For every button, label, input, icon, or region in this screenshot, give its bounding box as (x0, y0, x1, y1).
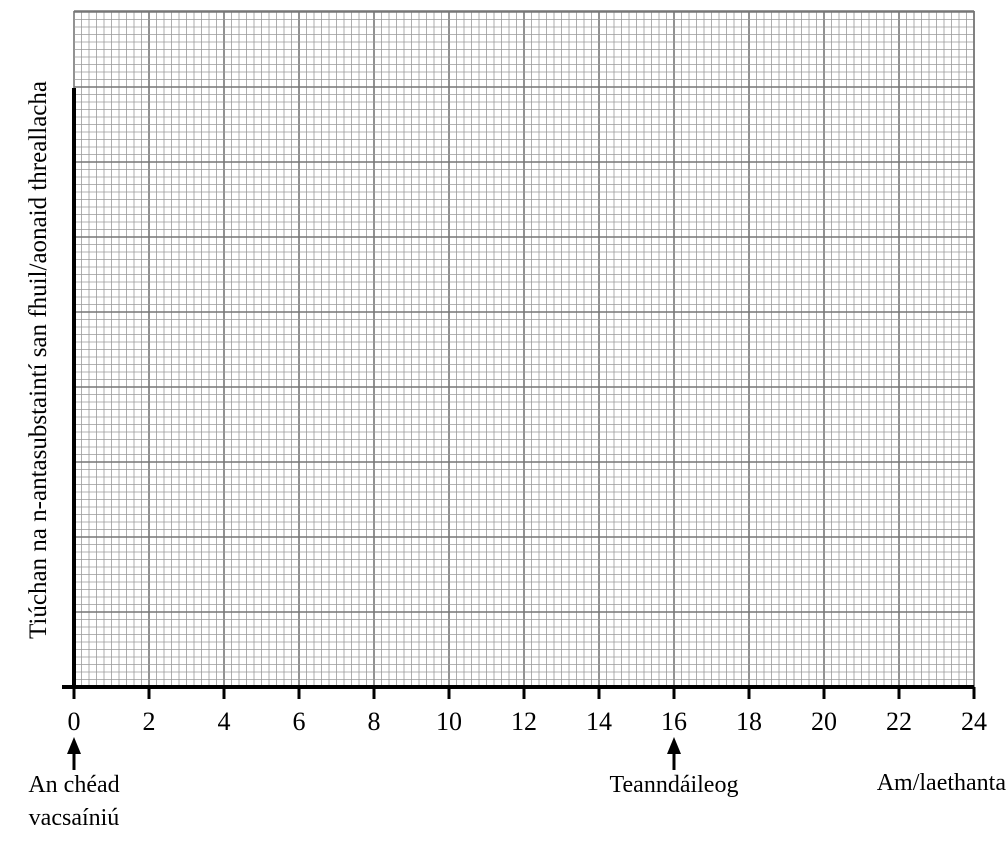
x-tick-label: 22 (886, 707, 912, 736)
x-tick-label: 14 (586, 707, 612, 736)
x-tick-label: 20 (811, 707, 837, 736)
x-tick-label: 6 (293, 707, 306, 736)
annotation-label: Teanndáileog (610, 772, 739, 798)
x-axis-title: Am/laethanta (877, 770, 1007, 796)
x-axis-ticks: 0 2 4 6 8 10 12 14 16 18 20 22 24 (68, 687, 987, 736)
grid-paper (73, 10, 975, 688)
x-tick-label: 0 (68, 707, 81, 736)
x-tick-label: 12 (511, 707, 537, 736)
y-axis-title: Tiúchan na n-antasubstaintí san fhuil/ao… (25, 81, 52, 639)
x-tick-label: 18 (736, 707, 762, 736)
x-tick-label: 2 (143, 707, 156, 736)
annotation-label: vacsaíniú (29, 805, 120, 831)
x-tick-label: 10 (436, 707, 462, 736)
annotation-label: An chéad (28, 772, 119, 798)
x-tick-label: 24 (961, 707, 987, 736)
annotation-arrow-head (667, 737, 681, 754)
annotations: An chéad vacsaíniú Teanndáileog (28, 737, 738, 831)
x-tick-label: 4 (218, 707, 231, 736)
x-tick-label: 16 (661, 707, 687, 736)
x-tick-label: 8 (368, 707, 381, 736)
annotation-arrow-head (67, 737, 81, 754)
